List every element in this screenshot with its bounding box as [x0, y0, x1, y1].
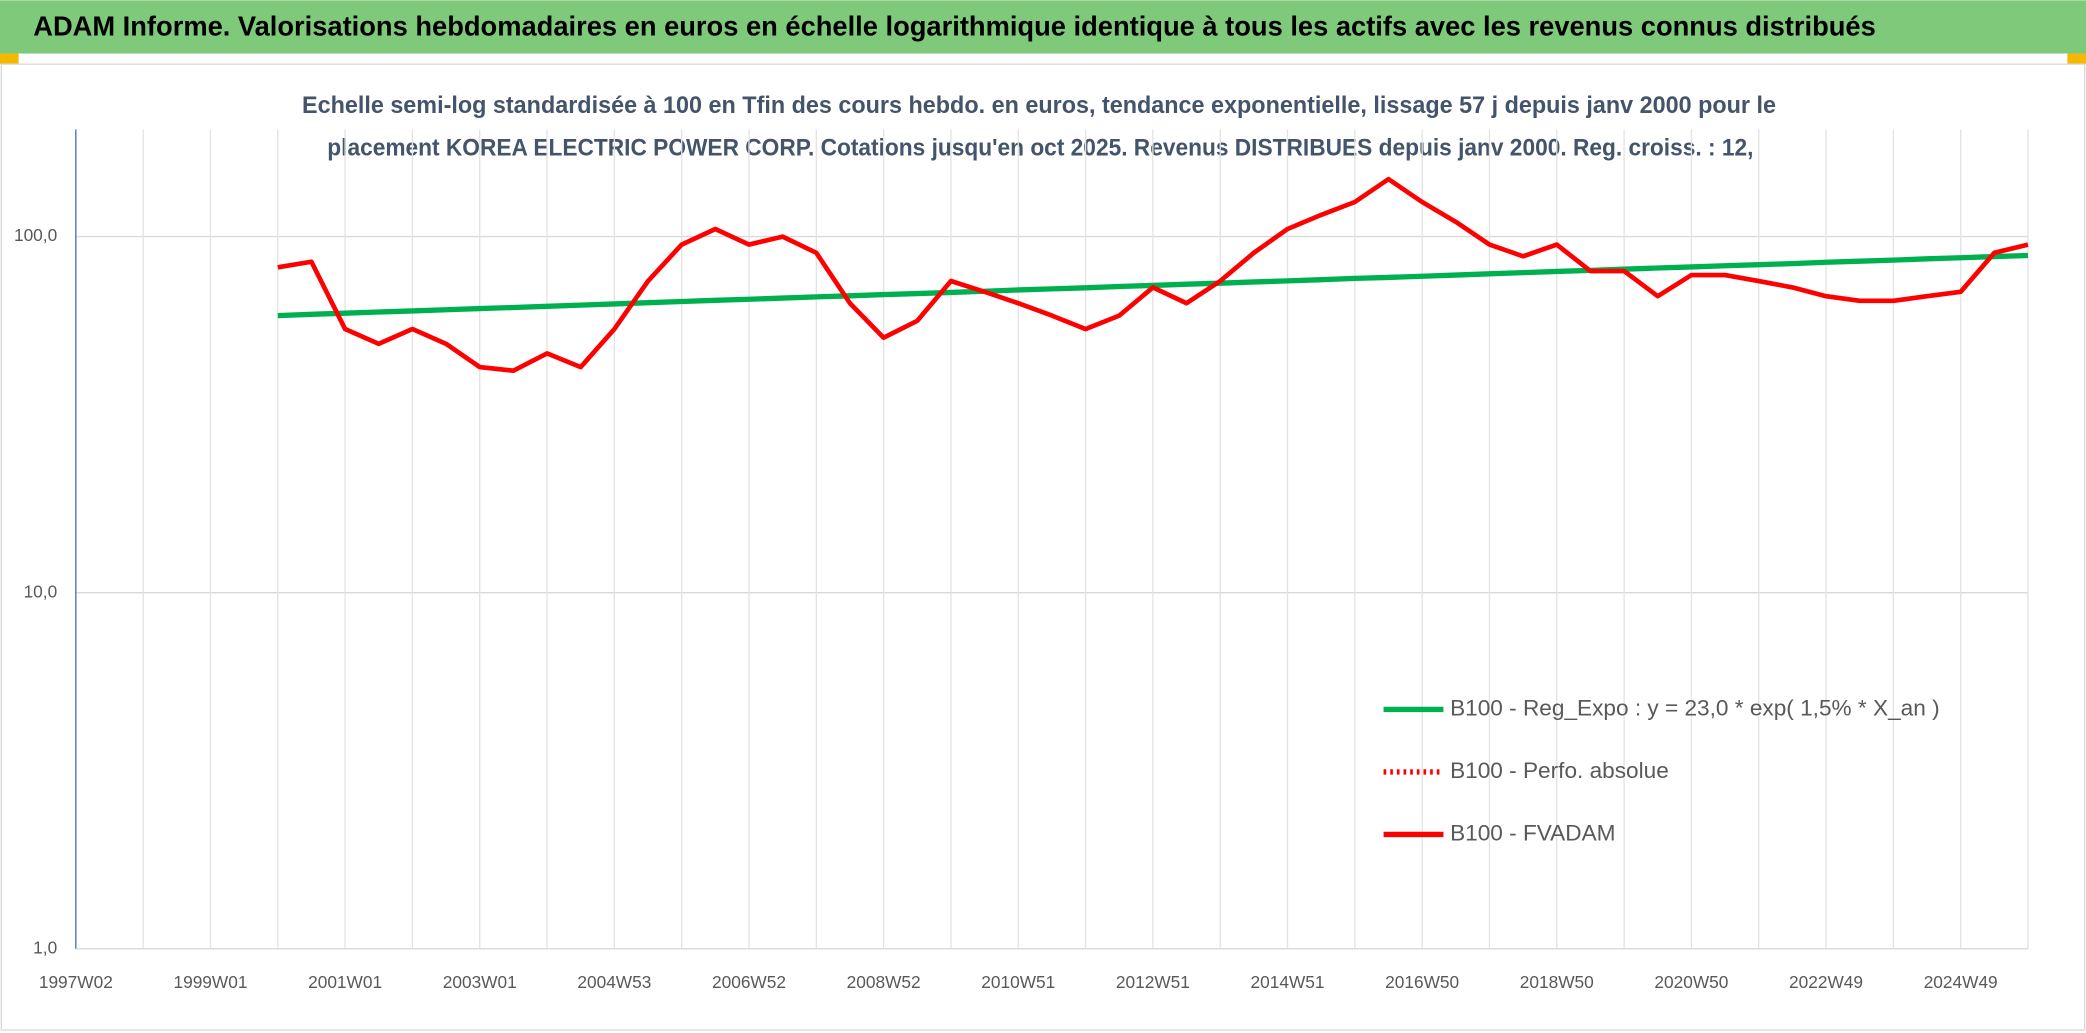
x-tick-label: 2012W51: [1116, 972, 1190, 992]
x-tick-label: 2016W50: [1385, 972, 1459, 992]
x-tick-label: 2003W01: [443, 972, 517, 992]
x-tick-label: 1997W02: [39, 972, 113, 992]
series-line: [277, 176, 2029, 374]
x-tick-label: 2022W49: [1789, 972, 1863, 992]
header-bar: [0, 0, 2086, 54]
legend-label: B100 - Reg_Expo : y = 23,0 * exp( 1,5% *…: [1450, 695, 1940, 720]
plot: [277, 176, 2029, 374]
chart-subtitle: placement KOREA ELECTRIC POWER CORP. Cot…: [327, 135, 1753, 162]
chart-title: ADAM Informe. Valorisations hebdomadaire…: [33, 11, 1876, 42]
y-tick-label: 1,0: [33, 937, 57, 957]
chart-border: [0, 63, 2086, 1031]
corner: [2067, 53, 2086, 65]
x-tick-label: 2001W01: [308, 972, 382, 992]
x-tick-label: 2010W51: [981, 972, 1055, 992]
x-tick-label: 2008W52: [847, 972, 921, 992]
x-tick-label: 1999W01: [173, 972, 247, 992]
grid: 1,0 10,0 100,0 1997W02 1999W01 2001W01 2003W01…: [14, 129, 2029, 992]
y-tick-label: 10,0: [24, 581, 58, 601]
x-tick-label: 2024W49: [1924, 972, 1998, 992]
legend-label: B100 - FVADAM: [1450, 820, 1615, 845]
x-tick-label: 2020W50: [1654, 972, 1728, 992]
x-tick-label: 2006W52: [712, 972, 786, 992]
x-tick-label: 2018W50: [1520, 972, 1594, 992]
legend: B100 - Reg_Expo : y = 23,0 * exp( 1,5% *…: [1383, 695, 1940, 845]
chart-subtitle: Echelle semi-log standardisée à 100 en T…: [302, 92, 1776, 119]
x-tick-label: 2004W53: [577, 972, 651, 992]
corner: [0, 53, 19, 65]
legend-label: B100 - Perfo. absolue: [1450, 758, 1669, 783]
x-tick-label: 2014W51: [1251, 972, 1325, 992]
y-tick-label: 100,0: [14, 225, 57, 245]
